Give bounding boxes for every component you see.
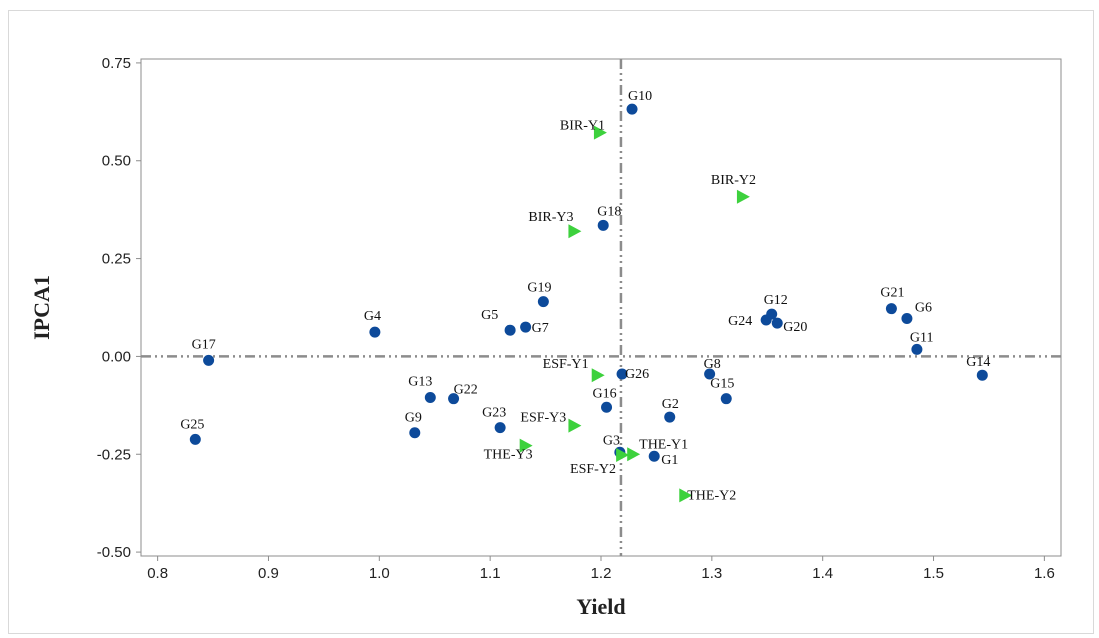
environment-point bbox=[568, 418, 582, 433]
point-labels: G1 G2 G3 G4 G5 G6 G7 G8 G9 G10 G11 G12 G13 G14 G15 G16 G… bbox=[180, 89, 990, 503]
genotype-point bbox=[704, 368, 716, 380]
genotype-point bbox=[537, 296, 549, 308]
point-label: G18 bbox=[597, 204, 621, 219]
genotype-point bbox=[648, 450, 660, 462]
reference-lines bbox=[141, 59, 1061, 556]
point-label: G24 bbox=[728, 314, 752, 329]
point-label: G13 bbox=[408, 375, 432, 390]
x-tick-label: 1.0 bbox=[369, 565, 390, 582]
point-label: ESF-Y1 bbox=[543, 357, 589, 372]
genotype-point bbox=[494, 422, 506, 434]
y-tick-label: 0.50 bbox=[102, 153, 131, 170]
point-label: G6 bbox=[915, 300, 932, 315]
chart-frame: 0.8 0.9 1.0 1.1 1.2 1.3 1.4 1.5 1.6 0.75 0.50 0.25 0… bbox=[8, 10, 1094, 634]
y-tick-label: -0.25 bbox=[97, 446, 131, 463]
x-tick-label: 1.6 bbox=[1034, 565, 1055, 582]
point-label: BIR-Y3 bbox=[528, 210, 573, 225]
x-tick-label: 1.3 bbox=[701, 565, 722, 582]
genotype-point bbox=[203, 354, 215, 366]
genotype-point bbox=[504, 324, 516, 336]
plot-area bbox=[140, 58, 1062, 557]
point-label: BIR-Y1 bbox=[560, 119, 605, 134]
x-axis-title: Yield bbox=[576, 594, 625, 619]
genotype-point bbox=[189, 433, 201, 445]
genotype-point bbox=[720, 393, 732, 405]
points-layer bbox=[189, 103, 988, 503]
point-label: ESF-Y2 bbox=[570, 462, 616, 477]
point-label: G22 bbox=[454, 383, 478, 398]
y-axis-title: IPCA1 bbox=[29, 275, 54, 340]
point-label: G12 bbox=[764, 293, 788, 308]
genotype-point bbox=[664, 411, 676, 423]
environment-point bbox=[616, 448, 630, 463]
environment-point bbox=[519, 438, 533, 453]
point-label: G16 bbox=[593, 386, 617, 401]
point-label: G2 bbox=[662, 397, 679, 412]
x-tick-label: 1.5 bbox=[923, 565, 944, 582]
point-label: G1 bbox=[661, 453, 678, 468]
x-tick-label: 1.2 bbox=[591, 565, 612, 582]
genotype-point bbox=[409, 427, 421, 439]
genotype-point bbox=[448, 393, 460, 405]
genotype-point bbox=[901, 312, 913, 324]
environment-point bbox=[736, 189, 750, 204]
point-label: THE-Y3 bbox=[484, 448, 533, 463]
environment-point bbox=[627, 447, 641, 462]
genotype-point bbox=[760, 314, 772, 326]
point-label: G9 bbox=[405, 411, 422, 426]
point-label: G19 bbox=[527, 281, 551, 296]
y-tick-label: 0.00 bbox=[102, 348, 131, 365]
y-tick-label: 0.25 bbox=[102, 251, 131, 268]
point-label: G21 bbox=[880, 286, 904, 301]
point-label: G26 bbox=[625, 367, 649, 382]
environment-point bbox=[593, 125, 607, 140]
y-tick-label: -0.50 bbox=[97, 544, 131, 561]
x-tick-label: 1.1 bbox=[480, 565, 501, 582]
point-label: G8 bbox=[704, 357, 721, 372]
point-label: THE-Y1 bbox=[639, 437, 688, 452]
point-label: G3 bbox=[603, 433, 620, 448]
genotype-point bbox=[601, 401, 613, 413]
genotype-point bbox=[369, 326, 381, 338]
point-label: G4 bbox=[364, 309, 381, 324]
genotype-point bbox=[911, 343, 923, 355]
x-tick-label: 0.9 bbox=[258, 565, 279, 582]
genotype-point bbox=[616, 368, 628, 380]
point-label: G23 bbox=[482, 406, 506, 421]
point-label: G20 bbox=[783, 320, 807, 335]
biplot-chart: 0.8 0.9 1.0 1.1 1.2 1.3 1.4 1.5 1.6 0.75 0.50 0.25 0… bbox=[29, 55, 1062, 619]
point-label: G11 bbox=[910, 330, 934, 345]
genotype-point bbox=[771, 317, 783, 329]
genotype-point bbox=[424, 392, 436, 404]
point-label: ESF-Y3 bbox=[520, 411, 566, 426]
genotype-point bbox=[520, 321, 532, 333]
environment-point bbox=[591, 368, 605, 383]
point-label: BIR-Y2 bbox=[711, 173, 756, 188]
genotype-point bbox=[626, 103, 638, 115]
genotype-point bbox=[976, 369, 988, 381]
x-tick-label: 1.4 bbox=[812, 565, 833, 582]
y-tick-label: 0.75 bbox=[102, 55, 131, 72]
axes-layer: 0.8 0.9 1.0 1.1 1.2 1.3 1.4 1.5 1.6 0.75 0.50 0.25 0… bbox=[97, 55, 1062, 582]
genotype-point bbox=[885, 303, 897, 315]
point-label: THE-Y2 bbox=[687, 488, 736, 503]
point-label: G25 bbox=[180, 417, 204, 432]
point-label: G17 bbox=[192, 337, 216, 352]
environment-point bbox=[679, 488, 693, 503]
x-tick-label: 0.8 bbox=[147, 565, 168, 582]
point-label: G5 bbox=[481, 308, 498, 323]
point-label: G10 bbox=[628, 89, 652, 104]
point-label: G15 bbox=[710, 377, 734, 392]
point-label: G14 bbox=[966, 355, 990, 370]
environment-point bbox=[568, 224, 582, 239]
point-label: G7 bbox=[532, 321, 549, 336]
genotype-point bbox=[597, 219, 609, 231]
